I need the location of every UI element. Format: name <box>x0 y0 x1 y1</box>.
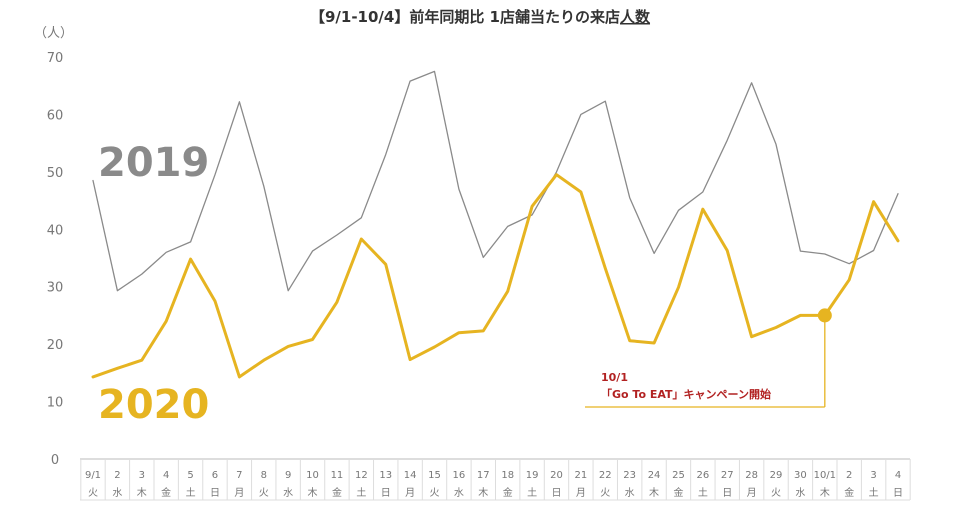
x-tick-weekday: 水 <box>283 487 293 499</box>
x-tick-date: 21 <box>575 470 588 481</box>
x-tick-weekday: 月 <box>405 487 415 499</box>
series-line-2020 <box>91 173 900 379</box>
x-tick-date: 25 <box>672 470 685 481</box>
y-tick-label: 70 <box>47 51 64 66</box>
x-tick-date: 11 <box>331 470 344 481</box>
y-axis-ticks: 0 10 20 30 40 50 60 70 <box>47 51 64 468</box>
x-tick-weekday: 木 <box>308 487 318 499</box>
x-tick-weekday: 火 <box>600 487 610 499</box>
x-tick-weekday: 月 <box>234 487 244 499</box>
x-tick-date: 24 <box>648 470 661 481</box>
x-tick-date: 15 <box>428 470 441 481</box>
x-tick-date: 19 <box>526 470 539 481</box>
x-tick-weekday: 水 <box>795 487 805 499</box>
x-axis: 9/1 火 2 水 3 木 4 金 5 土 6 日 7 月 8 火 9 水 10 木 11 金 12 土 13 日 14 月 15 火 16… <box>80 458 911 501</box>
x-tick-date: 14 <box>404 470 417 481</box>
x-tick-weekday: 木 <box>649 487 659 499</box>
x-tick-date: 18 <box>501 470 514 481</box>
chart-title-emphasis: 人数 <box>620 8 651 26</box>
x-tick-weekday: 火 <box>259 487 269 499</box>
x-tick-date: 27 <box>721 470 734 481</box>
x-tick-date: 3 <box>139 470 145 481</box>
x-tick-date: 20 <box>550 470 563 481</box>
x-tick-date: 12 <box>355 470 368 481</box>
chart-title: 【9/1-10/4】前年同期比 1店舗当たりの来店人数 <box>310 8 651 26</box>
x-tick-weekday: 金 <box>503 486 513 499</box>
x-tick-weekday: 土 <box>527 486 537 499</box>
x-tick-weekday: 木 <box>478 487 488 499</box>
x-tick-weekday: 火 <box>88 487 98 499</box>
x-tick-weekday: 火 <box>771 487 781 499</box>
annotation-marker <box>817 308 832 323</box>
x-tick-weekday: 日 <box>551 488 561 499</box>
y-axis-unit-label: （人） <box>34 26 73 41</box>
x-tick-weekday: 木 <box>137 487 147 499</box>
x-tick-date: 8 <box>261 470 267 481</box>
x-tick-weekday: 火 <box>430 487 440 499</box>
y-tick-label: 0 <box>51 453 59 468</box>
y-tick-label: 60 <box>47 108 64 123</box>
x-tick-date: 2 <box>114 470 120 481</box>
x-tick-date: 2 <box>846 470 852 481</box>
x-tick-date: 23 <box>623 470 636 481</box>
x-tick-weekday: 土 <box>869 486 879 499</box>
x-tick-weekday: 水 <box>112 487 122 499</box>
series-label-2020: 2020 <box>98 382 209 428</box>
series-line-2019 <box>92 70 899 292</box>
x-tick-date: 10/1 <box>814 470 836 481</box>
x-tick-weekday: 土 <box>356 486 366 499</box>
x-tick-date: 30 <box>794 470 807 481</box>
y-tick-label: 40 <box>47 223 64 238</box>
x-tick-date: 6 <box>212 470 218 481</box>
x-tick-weekday: 日 <box>722 488 732 499</box>
x-tick-weekday: 土 <box>186 486 196 499</box>
x-tick-date: 26 <box>696 470 709 481</box>
x-tick-weekday: 金 <box>161 486 171 499</box>
x-tick-weekday: 月 <box>747 487 757 499</box>
x-tick-date: 4 <box>163 470 169 481</box>
x-tick-date: 13 <box>379 470 392 481</box>
x-tick-weekday: 日 <box>381 488 391 499</box>
x-tick-date: 28 <box>745 470 758 481</box>
annotation-text: 「Go To EAT」キャンペーン開始 <box>601 387 771 401</box>
x-tick-weekday: 水 <box>625 487 635 499</box>
chart-title-prefix: 【9/1-10/4】前年同期比 1店舗当たりの来店 <box>310 8 620 26</box>
x-tick-date: 7 <box>236 470 242 481</box>
x-tick-weekday: 木 <box>820 487 830 499</box>
x-tick-weekday: 金 <box>332 486 342 499</box>
x-tick-weekday: 日 <box>893 488 903 499</box>
x-tick-weekday: 金 <box>673 486 683 499</box>
x-tick-date: 4 <box>895 470 901 481</box>
x-tick-date: 5 <box>187 470 193 481</box>
x-tick-date: 9/1 <box>85 470 101 481</box>
annotation-date: 10/1 <box>601 371 628 384</box>
x-tick-weekday: 水 <box>454 487 464 499</box>
y-tick-label: 20 <box>47 338 64 353</box>
x-tick-date: 10 <box>306 470 319 481</box>
x-tick-date: 17 <box>477 470 490 481</box>
series-layer <box>91 70 900 379</box>
y-tick-label: 30 <box>47 281 64 296</box>
campaign-annotation: 10/1 「Go To EAT」キャンペーン開始 <box>585 308 832 408</box>
x-tick-weekday: 月 <box>576 487 586 499</box>
x-tick-date: 29 <box>770 470 783 481</box>
x-tick-date: 22 <box>599 470 612 481</box>
y-tick-label: 10 <box>47 396 64 411</box>
x-tick-date: 3 <box>870 470 876 481</box>
y-tick-label: 50 <box>47 166 64 181</box>
x-tick-date: 9 <box>285 470 291 481</box>
x-tick-weekday: 金 <box>844 486 854 499</box>
x-tick-date: 16 <box>453 470 466 481</box>
series-label-2019: 2019 <box>98 140 209 186</box>
x-tick-weekday: 土 <box>698 486 708 499</box>
x-tick-weekday: 日 <box>210 488 220 499</box>
